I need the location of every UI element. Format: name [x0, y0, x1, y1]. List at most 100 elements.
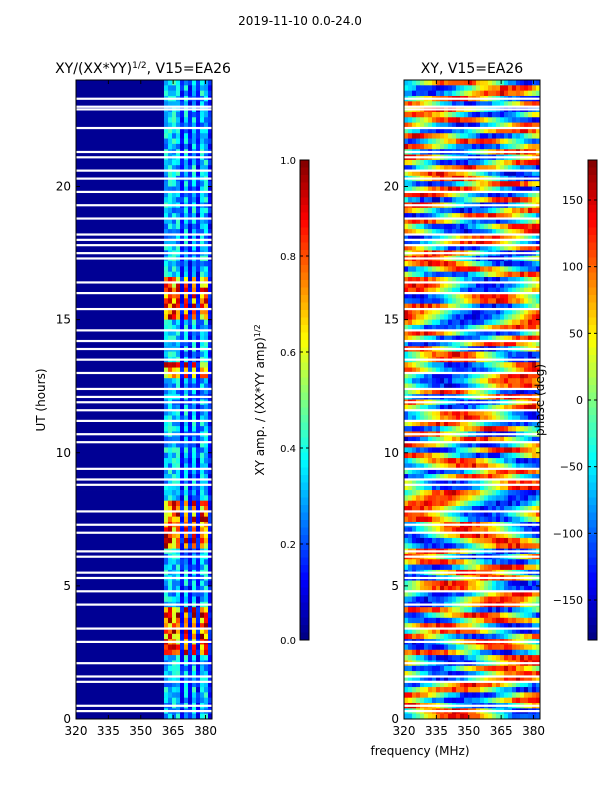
heatmap-cell [532, 90, 537, 97]
heatmap-cell [176, 293, 181, 299]
heatmap-cell [180, 207, 185, 214]
heatmap-cell [444, 197, 449, 203]
heatmap-cell [132, 692, 137, 699]
heatmap-cell [460, 90, 465, 97]
heatmap-cell [92, 138, 97, 145]
heatmap-cell [464, 85, 469, 92]
heatmap-cell [88, 143, 93, 150]
heatmap-cell [128, 596, 133, 603]
heatmap-cell [88, 277, 93, 283]
heatmap-cell [496, 117, 501, 124]
heatmap-cell [140, 340, 145, 347]
heatmap-cell [80, 261, 85, 267]
heatmap-cell [156, 484, 161, 491]
heatmap-cell [188, 687, 193, 693]
heatmap-cell [180, 644, 185, 651]
heatmap-cell [172, 197, 177, 203]
heatmap-cell [92, 580, 97, 587]
heatmap-cell [104, 308, 109, 315]
heatmap-cell [140, 596, 145, 603]
heatmap-cell [508, 191, 513, 198]
heatmap-cell [148, 80, 153, 86]
heatmap-cell [88, 239, 93, 246]
heatmap-cell [96, 197, 101, 203]
heatmap-cell [196, 165, 201, 171]
heatmap-cell [440, 80, 445, 86]
heatmap-cell [208, 218, 213, 225]
heatmap-cell [148, 516, 153, 523]
heatmap-cell [176, 133, 181, 139]
heatmap-cell [488, 80, 493, 86]
heatmap-cell [80, 378, 85, 384]
heatmap-cell [180, 127, 185, 134]
heatmap-cell [176, 218, 181, 225]
heatmap-cell [480, 181, 485, 187]
heatmap-cell [92, 506, 97, 512]
heatmap-cell [100, 463, 105, 470]
heatmap-cell [108, 314, 113, 321]
heatmap-cell [144, 181, 149, 187]
heatmap-cell [96, 596, 101, 603]
heatmap-cell [124, 388, 129, 395]
heatmap-cell [124, 330, 129, 336]
heatmap-cell [512, 90, 517, 97]
heatmap-cell [184, 628, 189, 635]
heatmap-cell [204, 511, 209, 518]
heatmap-cell [76, 580, 81, 587]
heatmap-cell [424, 170, 429, 177]
heatmap-cell [132, 117, 137, 124]
heatmap-cell [100, 372, 105, 379]
heatmap-cell [512, 165, 517, 171]
heatmap-cell [176, 527, 181, 534]
heatmap-cell [160, 282, 165, 289]
heatmap-cell [116, 351, 121, 358]
heatmap-cell [464, 159, 469, 166]
heatmap-cell [196, 293, 201, 299]
heatmap-cell [492, 80, 497, 86]
heatmap-cell [80, 633, 85, 640]
heatmap-cell [200, 623, 205, 629]
heatmap-cell [204, 617, 209, 624]
heatmap-cell [136, 532, 141, 539]
heatmap-cell [208, 101, 213, 108]
heatmap-cell [180, 298, 185, 305]
heatmap-cell [184, 122, 189, 129]
heatmap-cell [148, 314, 153, 321]
heatmap-cell [416, 186, 421, 193]
heatmap-cell [144, 681, 149, 688]
heatmap-cell [84, 271, 89, 278]
heatmap-cell [100, 122, 105, 129]
heatmap-cell [196, 463, 201, 470]
heatmap-cell [184, 282, 189, 289]
heatmap-cell [76, 122, 81, 129]
heatmap-cell [160, 458, 165, 464]
heatmap-cell [184, 410, 189, 416]
heatmap-cell [76, 676, 81, 683]
heatmap-cell [196, 404, 201, 411]
heatmap-cell [184, 495, 189, 502]
heatmap-cell [196, 186, 201, 193]
heatmap-cell [208, 426, 213, 432]
heatmap-cell [116, 122, 121, 129]
heatmap-cell [104, 122, 109, 129]
heatmap-cell [88, 159, 93, 166]
heatmap-cell [172, 207, 177, 214]
heatmap-cell [168, 266, 173, 273]
heatmap-cell [136, 426, 141, 432]
heatmap-cell [96, 383, 101, 390]
heatmap-cell [128, 80, 133, 86]
heatmap-cell [108, 681, 113, 688]
heatmap-cell [152, 287, 157, 294]
heatmap-cell [124, 277, 129, 283]
heatmap-cell [112, 335, 117, 342]
heatmap-cell [88, 479, 93, 486]
heatmap-cell [92, 415, 97, 422]
heatmap-cell [140, 564, 145, 571]
heatmap-cell [184, 127, 189, 134]
heatmap-cell [124, 585, 129, 592]
heatmap-cell [116, 383, 121, 390]
heatmap-cell [96, 261, 101, 267]
heatmap-cell [88, 191, 93, 198]
heatmap-cell [80, 676, 85, 683]
heatmap-cell [140, 500, 145, 507]
